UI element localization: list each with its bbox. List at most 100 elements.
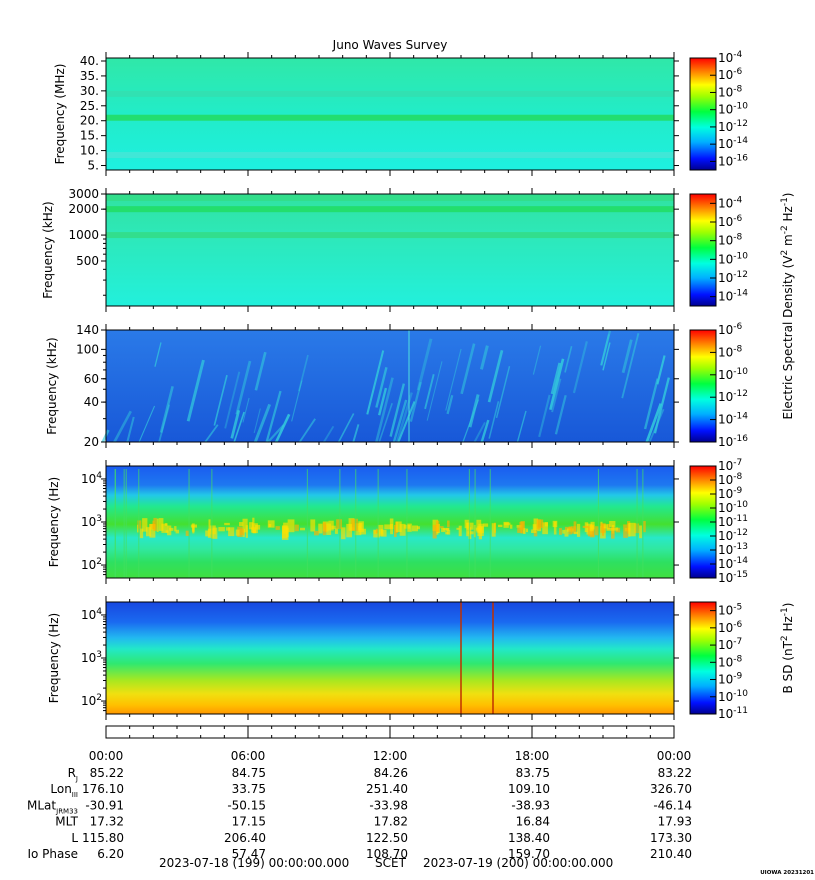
chorus-burst xyxy=(536,519,541,530)
chorus-burst xyxy=(519,521,524,530)
colorbar-tick-label: 10-8 xyxy=(718,344,743,359)
ephemeris-value: 57.47 xyxy=(232,847,266,861)
wave-streak xyxy=(473,421,486,443)
wave-streak xyxy=(204,424,219,443)
colorbar-tick-label: 10-15 xyxy=(718,570,748,585)
wave-streak xyxy=(480,419,490,443)
chorus-burst xyxy=(326,523,332,535)
chorus-burst xyxy=(239,522,244,527)
wave-streak xyxy=(267,424,285,443)
panel-3-y-ticks: 20 40 60 100 140 xyxy=(76,323,679,449)
colorbar-tick-label: 10-10 xyxy=(718,251,748,266)
chorus-burst xyxy=(252,517,255,530)
panel-4-lowband-hz: 102 103 104 Frequency (Hz) xyxy=(47,460,679,584)
colorbar-tick-label: 10-10 xyxy=(718,689,748,704)
ephemeris-value: 17.15 xyxy=(232,815,266,829)
ephemeris-value: -38.93 xyxy=(511,798,550,812)
ephemeris-value: 210.40 xyxy=(650,847,692,861)
chorus-burst xyxy=(225,527,231,531)
wave-streak xyxy=(487,349,504,403)
y-tick-label: 100 xyxy=(76,342,99,356)
wave-streak xyxy=(126,416,135,443)
chorus-burst xyxy=(145,527,151,537)
chorus-burst xyxy=(142,518,148,532)
wave-streak xyxy=(488,401,500,439)
colorbar-gradient xyxy=(689,601,717,715)
wave-streak xyxy=(397,401,416,443)
y-tick-label: 104 xyxy=(81,471,102,486)
chorus-burst xyxy=(576,523,581,537)
chorus-burst xyxy=(174,526,177,532)
chorus-burst xyxy=(267,520,275,528)
panel-4-x-ticks xyxy=(105,460,675,584)
chorus-burst xyxy=(175,529,180,534)
colorbar-tick-label: 10-9 xyxy=(718,486,743,501)
wave-streak xyxy=(253,408,261,434)
colorbar-tick-label: 10-16 xyxy=(718,153,748,168)
chorus-burst xyxy=(158,518,164,531)
chorus-burst xyxy=(594,526,599,536)
panel-1-highband-mhz: 5.10.15.20.25.30.35.40. Frequency (MHz) xyxy=(53,52,679,176)
colorbar-tick-label: 10-7 xyxy=(718,637,742,652)
electric-colorbar-title: Electric Spectral Density (V2 m-2 Hz-1) xyxy=(780,192,795,419)
wave-streak xyxy=(643,378,659,430)
chorus-burst xyxy=(300,527,306,531)
y-tick-label: 40. xyxy=(80,54,99,68)
chorus-burst xyxy=(218,527,225,532)
ephemeris-value: 326.70 xyxy=(650,782,692,796)
y-tick-label: 15. xyxy=(80,129,99,143)
colorbar-gradient xyxy=(689,193,717,307)
wave-streak xyxy=(426,361,443,421)
panel-2-y-label: Frequency (kHz) xyxy=(41,201,55,298)
wave-streak xyxy=(538,394,551,438)
colorbar-tick-label: 10-6 xyxy=(718,322,743,337)
panel-2-plot-area xyxy=(106,194,674,306)
emission-band xyxy=(106,232,674,239)
wave-streak xyxy=(550,362,562,395)
wave-streak xyxy=(462,399,480,443)
panel-3-lowband-khz: 20 40 60 100 140 Frequency (kHz) xyxy=(45,323,679,449)
colorbar-tick-label: 10-10 xyxy=(718,367,748,382)
chorus-burst xyxy=(161,523,168,533)
panel-1-emission-bands xyxy=(106,90,674,159)
colorbar-tick-label: 10-13 xyxy=(718,542,748,557)
panel-1-x-ticks xyxy=(105,52,675,176)
magnetic-colorbar-title: B SD (nT2 Hz-1) xyxy=(780,603,795,694)
colorbar-tick-label: 10-4 xyxy=(718,50,743,65)
chorus-burst xyxy=(629,522,636,537)
y-tick-label: 20 xyxy=(84,435,99,449)
wave-streak xyxy=(460,343,476,395)
chorus-burst xyxy=(384,524,391,530)
panel-5-magnetic-hz: 102 103 104 Frequency (Hz) xyxy=(47,596,679,720)
chorus-burst xyxy=(239,528,244,536)
chorus-burst xyxy=(553,521,557,535)
colorbars: 10-4 10-6 10-8 10-10 10-12 10-14 10-16 10-4 10-6… xyxy=(689,50,748,721)
panel-3-plot-area xyxy=(106,330,674,442)
ephemeris-value: 138.40 xyxy=(508,831,550,845)
wave-streak xyxy=(479,345,489,370)
chorus-burst xyxy=(517,527,523,533)
chorus-burst xyxy=(531,529,537,533)
panel-1-y-label: Frequency (MHz) xyxy=(53,64,67,165)
footer-end-time: 2023-07-19 (200) 00:00:00.000 xyxy=(423,856,613,870)
y-tick-label: 20. xyxy=(80,114,99,128)
ephemeris-value: 109.10 xyxy=(508,782,550,796)
wave-streak xyxy=(265,390,282,443)
chorus-burst xyxy=(208,519,211,532)
wave-streak xyxy=(378,387,388,416)
ephemeris-value: 115.80 xyxy=(82,831,124,845)
colorbar-tick-label: 10-6 xyxy=(718,67,743,82)
ephemeris-row-label: MLatJRM33 xyxy=(27,798,78,815)
y-tick-label: 10. xyxy=(80,144,99,158)
chorus-burst xyxy=(533,518,539,530)
colorbar-tick-label: 10-11 xyxy=(718,706,748,721)
y-tick-label: 3000 xyxy=(68,187,99,201)
y-tick-label: 60 xyxy=(84,372,99,386)
credit-stamp: UIOWA 20231201 xyxy=(760,870,814,876)
colorbar-tick-label: 10-14 xyxy=(718,136,748,151)
chorus-burst xyxy=(612,527,619,531)
ephemeris-table: 00:00 06:00 12:00 18:00 00:00 RJ 85.22 84.75 84.… xyxy=(27,749,692,861)
emission-band xyxy=(106,90,674,97)
chorus-burst xyxy=(503,521,509,528)
